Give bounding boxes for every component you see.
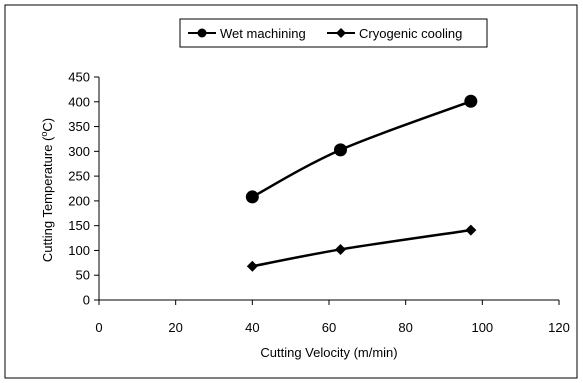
y-tick-label: 100: [68, 243, 90, 258]
legend-label-cryogenic-cooling: Cryogenic cooling: [359, 26, 462, 41]
data-point-wet-machining: [334, 143, 347, 157]
x-axis-title: Cutting Velocity (m/min): [260, 345, 397, 360]
data-point-wet-machining: [245, 190, 259, 204]
y-axis-title-main: Cutting Temperature (: [40, 136, 55, 262]
y-axis-title-tail: C): [40, 118, 55, 132]
x-tick-label: 0: [95, 320, 102, 335]
y-tick-label: 200: [68, 193, 90, 208]
legend-marker-diamond: [336, 28, 346, 38]
data-point-cryogenic-cooling: [246, 260, 258, 272]
series-layer: [245, 94, 478, 272]
x-tick-label: 80: [398, 320, 412, 335]
y-tick-label: 0: [83, 293, 90, 308]
data-point-cryogenic-cooling: [465, 224, 477, 236]
data-point-wet-machining: [464, 94, 478, 108]
y-axis-title-degree: o: [39, 132, 49, 137]
y-ticks: 0 50 100 150 200 250 300 350 400 450: [68, 70, 99, 308]
y-tick-label: 400: [68, 94, 90, 109]
y-tick-label: 450: [68, 70, 90, 85]
legend-label-wet-machining: Wet machining: [220, 26, 306, 41]
chart-border: [4, 4, 578, 379]
legend-entry-wet-machining: Wet machining: [188, 26, 306, 41]
y-tick-label: 250: [68, 169, 90, 184]
x-tick-label: 120: [548, 320, 570, 335]
x-tick-label: 60: [322, 320, 336, 335]
y-tick-label: 300: [68, 144, 90, 159]
y-axis-title: Cutting Temperature (oC): [39, 118, 55, 262]
x-tick-label: 20: [168, 320, 182, 335]
y-tick-label: 350: [68, 119, 90, 134]
legend: Wet machining Cryogenic cooling: [179, 18, 488, 48]
y-tick-label: 150: [68, 218, 90, 233]
x-tick-label: 100: [471, 320, 493, 335]
legend-marker-circle: [197, 28, 207, 38]
x-ticks: 0 20 40 60 80 100 120: [95, 300, 570, 335]
legend-entry-cryogenic-cooling: Cryogenic cooling: [327, 26, 462, 41]
x-tick-label: 40: [245, 320, 259, 335]
data-point-cryogenic-cooling: [335, 243, 346, 255]
y-tick-label: 50: [76, 268, 90, 283]
